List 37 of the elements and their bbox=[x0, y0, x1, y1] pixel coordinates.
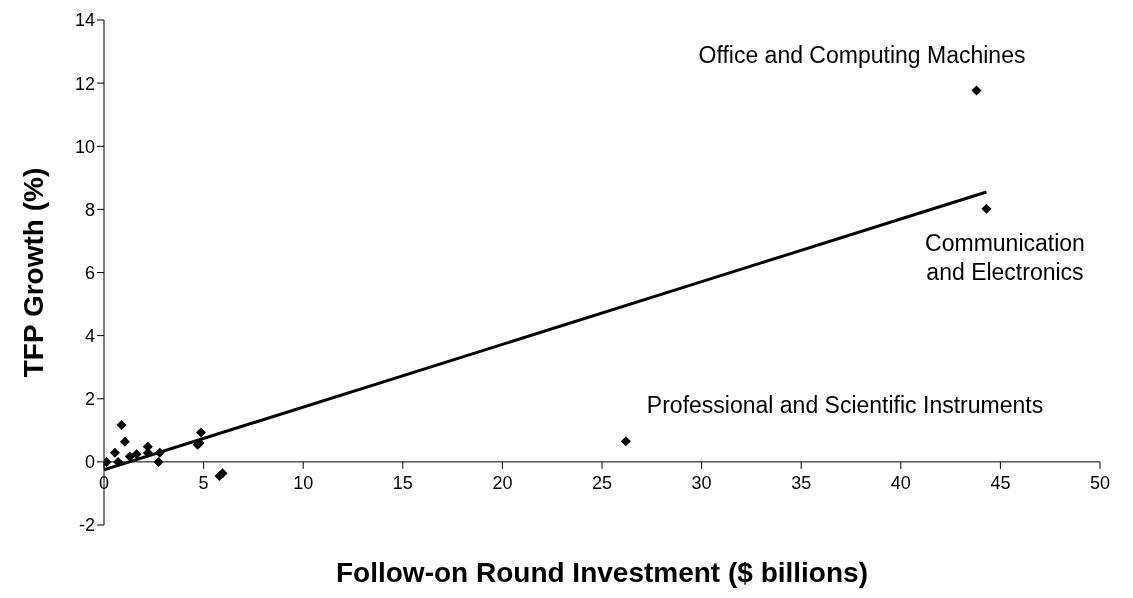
annotation: Professional and Scientific Instruments bbox=[646, 390, 1044, 420]
x-tick-label: 45 bbox=[990, 472, 1011, 493]
x-tick-label: 0 bbox=[98, 472, 110, 493]
x-tick-label: 25 bbox=[591, 472, 613, 493]
x-tick-label: 50 bbox=[1089, 472, 1111, 493]
point bbox=[131, 449, 142, 460]
annotation: Office and Computing Machines bbox=[698, 40, 1026, 70]
x-tick-label: 10 bbox=[293, 472, 314, 493]
x-tick-label: 35 bbox=[791, 472, 812, 493]
point bbox=[153, 456, 164, 467]
x-tick-label: 20 bbox=[492, 472, 513, 493]
point bbox=[971, 85, 982, 96]
x-tick-label: 40 bbox=[890, 472, 911, 493]
point bbox=[620, 436, 631, 447]
x-tick-label: 30 bbox=[691, 472, 712, 493]
point bbox=[109, 447, 120, 458]
y-tick-label: -2 bbox=[78, 515, 95, 536]
y-tick-label: 12 bbox=[74, 73, 95, 94]
x-tick-label: 5 bbox=[198, 472, 209, 493]
y-tick-label: 0 bbox=[84, 452, 95, 473]
point bbox=[981, 203, 992, 214]
point bbox=[119, 436, 130, 447]
y-axis-title: TFP Growth (%) bbox=[17, 167, 49, 378]
x-axis-title: Follow-on Round Investment ($ billions) bbox=[336, 557, 868, 588]
y-tick-label: 14 bbox=[74, 10, 95, 31]
y-tick-label: 10 bbox=[74, 136, 95, 157]
y-tick-label: 4 bbox=[84, 326, 95, 347]
y-tick-label: 2 bbox=[84, 389, 95, 410]
y-tick-label: 6 bbox=[84, 262, 95, 283]
point bbox=[124, 451, 135, 462]
point bbox=[116, 419, 127, 430]
annotation: Communication and Electronics bbox=[925, 229, 1085, 287]
x-tick-label: 15 bbox=[392, 472, 413, 493]
y-tick-label: 8 bbox=[84, 199, 95, 220]
point bbox=[154, 447, 165, 458]
point bbox=[196, 427, 207, 438]
point bbox=[113, 456, 124, 467]
